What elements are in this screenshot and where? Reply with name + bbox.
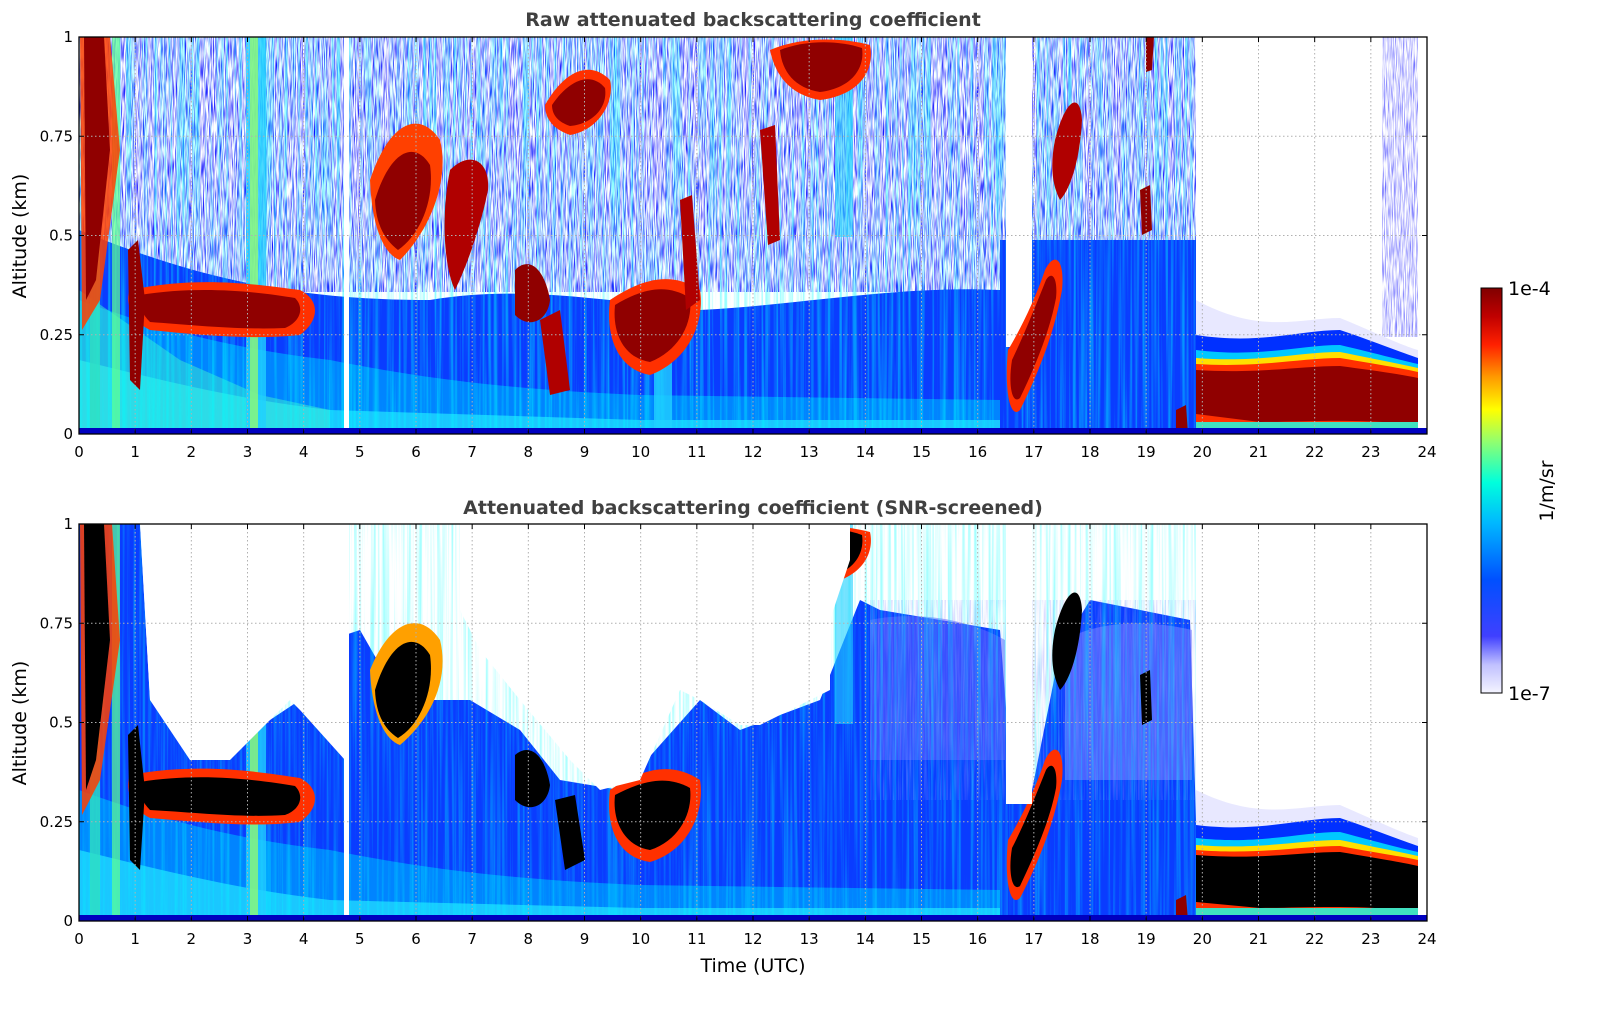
x-tick-label: 15: [912, 930, 931, 948]
low-cloud-layer: [1196, 300, 1418, 434]
cloud-features: [80, 37, 1188, 434]
x-tick-label: 7: [467, 930, 477, 948]
x-tick-label: 17: [1024, 443, 1043, 461]
x-tick-label: 0: [74, 443, 84, 461]
x-tick-label: 21: [1249, 930, 1268, 948]
y-tick-label: 0: [63, 912, 73, 930]
x-tick-label: 6: [411, 443, 421, 461]
x-tick-label: 11: [687, 443, 706, 461]
y-tick-label: 0: [63, 425, 73, 443]
x-tick-label: 5: [355, 930, 365, 948]
x-tick-label: 14: [856, 930, 875, 948]
x-tick-label: 4: [299, 930, 309, 948]
x-tick-label: 7: [467, 443, 477, 461]
x-tick-label: 3: [243, 930, 253, 948]
x-tick-label: 10: [631, 443, 650, 461]
x-tick-label: 19: [1137, 443, 1156, 461]
x-tick-label: 9: [580, 930, 590, 948]
y-tick-label: 0.75: [40, 614, 73, 632]
x-tick-label: 8: [524, 930, 534, 948]
x-tick-label: 20: [1193, 443, 1212, 461]
x-tick-label: 18: [1080, 930, 1099, 948]
y-axis-ticks: 0 0.25 0.5 0.75 1: [40, 28, 1427, 443]
x-tick-label: 4: [299, 443, 309, 461]
colorbar-min-label: 1e-7: [1508, 683, 1551, 705]
x-tick-label: 9: [580, 443, 590, 461]
x-tick-label: 14: [856, 443, 875, 461]
x-tick-label: 13: [800, 930, 819, 948]
heatmap-area: [79, 37, 1427, 434]
x-tick-label: 12: [743, 930, 762, 948]
x-tick-label: 22: [1305, 443, 1324, 461]
colorbar-max-label: 1e-4: [1508, 278, 1551, 300]
data-gap: [344, 37, 349, 434]
y-tick-label: 0.5: [49, 714, 73, 732]
x-tick-label: 15: [912, 443, 931, 461]
y-axis-label: Altitude (km): [9, 661, 31, 786]
x-axis-ticks: 0 1 2 3 4 5 6 7 8 9 10 11 12 13 14 15 16 17 18 19 20 21 22 23 24: [74, 524, 1437, 948]
panel-screened: Attenuated backscattering coefficient (S…: [9, 497, 1437, 977]
panel-title: Attenuated backscattering coefficient (S…: [463, 497, 1043, 519]
y-axis-label: Altitude (km): [9, 174, 31, 299]
x-tick-label: 3: [243, 443, 253, 461]
panel-title: Raw attenuated backscattering coefficien…: [525, 9, 981, 31]
colorbar-unit-label: 1/m/sr: [1536, 460, 1558, 521]
y-tick-label: 0.75: [40, 127, 73, 145]
x-tick-label: 1: [130, 930, 140, 948]
y-tick-label: 1: [63, 515, 73, 533]
grid-lines: [79, 37, 1427, 434]
colorbar: 1e-4 1e-7 1/m/sr: [1480, 278, 1558, 705]
x-tick-label: 2: [187, 930, 197, 948]
grid-lines: [79, 524, 1427, 921]
x-tick-label: 24: [1417, 930, 1436, 948]
colorbar-gradient: [1480, 287, 1503, 694]
y-axis-ticks: 0 0.25 0.5 0.75 1: [40, 515, 1427, 930]
x-tick-label: 12: [743, 443, 762, 461]
x-tick-label: 22: [1305, 930, 1324, 948]
y-tick-label: 0.5: [49, 227, 73, 245]
y-tick-label: 0.25: [40, 813, 73, 831]
x-tick-label: 11: [687, 930, 706, 948]
x-tick-label: 10: [631, 930, 650, 948]
x-tick-label: 1: [130, 443, 140, 461]
x-tick-label: 23: [1361, 443, 1380, 461]
x-tick-label: 21: [1249, 443, 1268, 461]
x-tick-label: 13: [800, 443, 819, 461]
x-tick-label: 0: [74, 930, 84, 948]
y-tick-label: 0.25: [40, 326, 73, 344]
x-tick-label: 16: [968, 930, 987, 948]
panel-raw: Raw attenuated backscattering coefficien…: [9, 9, 1437, 461]
x-axis-label: Time (UTC): [699, 955, 805, 977]
heatmap-area: [79, 524, 1427, 921]
x-tick-label: 16: [968, 443, 987, 461]
x-tick-label: 23: [1361, 930, 1380, 948]
x-tick-label: 18: [1080, 443, 1099, 461]
x-tick-label: 2: [187, 443, 197, 461]
x-tick-label: 8: [524, 443, 534, 461]
x-tick-label: 24: [1417, 443, 1436, 461]
x-tick-label: 17: [1024, 930, 1043, 948]
x-axis-ticks: 0 1 2 3 4 5 6 7 8 9 10 11 12 13 14 15 16 17 18 19 20 21 22 23 24: [74, 37, 1437, 461]
x-tick-label: 6: [411, 930, 421, 948]
low-cloud-layer: [1196, 790, 1418, 921]
x-tick-label: 5: [355, 443, 365, 461]
y-tick-label: 1: [63, 28, 73, 46]
x-tick-label: 19: [1137, 930, 1156, 948]
x-tick-label: 20: [1193, 930, 1212, 948]
